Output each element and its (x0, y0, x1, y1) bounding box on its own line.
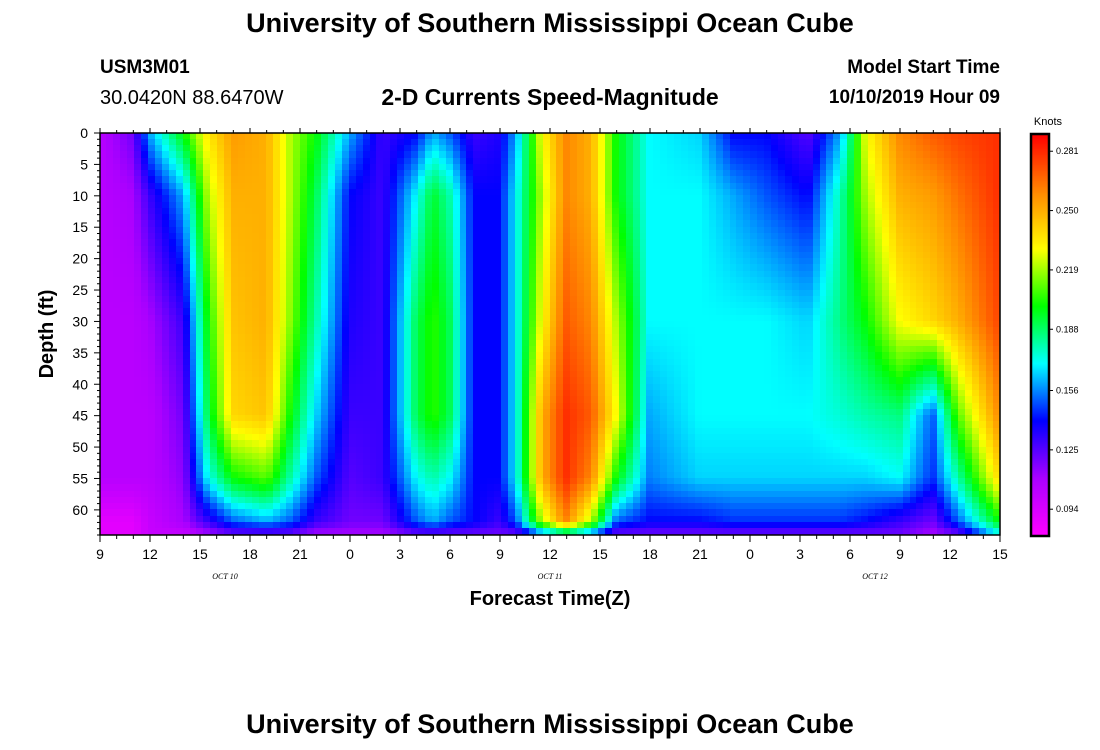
colorbar-tick-label: 0.156 (1056, 386, 1079, 396)
colorbar-frame (1029, 132, 1051, 538)
model-start-time: 10/10/2019 Hour 09 (828, 87, 1000, 108)
x-tick-label: 15 (192, 546, 208, 562)
x-tick-label: 15 (992, 546, 1008, 562)
colorbar-tick-label: 0.094 (1056, 504, 1079, 514)
x-tick-label: 12 (942, 546, 958, 562)
station-id: USM3M01 (100, 57, 190, 78)
colorbar-gradient (1031, 134, 1049, 536)
x-tick-label: 9 (496, 546, 504, 562)
page-title: University of Southern Mississippi Ocean… (246, 8, 854, 38)
date-label: OCT 12 (862, 572, 887, 581)
model-start-label: Model Start Time (847, 57, 1000, 78)
speed-heatmap (100, 133, 1000, 535)
x-tick-label: 9 (96, 546, 104, 562)
x-tick-label: 0 (346, 546, 354, 562)
colorbar-unit: Knots (1034, 116, 1063, 128)
x-tick-label: 3 (796, 546, 804, 562)
y-tick-label: 5 (80, 156, 88, 172)
y-tick-label: 25 (72, 282, 88, 298)
y-tick-label: 20 (72, 251, 88, 267)
y-tick-label: 30 (72, 313, 88, 329)
x-tick-label: 9 (896, 546, 904, 562)
y-tick-label: 50 (72, 439, 88, 455)
x-tick-label: 18 (242, 546, 258, 562)
x-tick-label: 21 (692, 546, 708, 562)
colorbar-tick-label: 0.125 (1056, 445, 1079, 455)
y-axis-label: Depth (ft) (36, 290, 58, 379)
colorbar-tick-label: 0.219 (1056, 265, 1079, 275)
y-tick-label: 35 (72, 345, 88, 361)
x-tick-label: 3 (396, 546, 404, 562)
station-location: 30.0420N 88.6470W (100, 87, 284, 109)
y-tick-label: 55 (72, 470, 88, 486)
x-tick-label: 12 (542, 546, 558, 562)
x-tick-label: 0 (746, 546, 754, 562)
y-tick-label: 60 (72, 502, 88, 518)
x-tick-label: 21 (292, 546, 308, 562)
x-tick-label: 12 (142, 546, 158, 562)
x-tick-label: 18 (642, 546, 658, 562)
x-tick-label: 6 (446, 546, 454, 562)
colorbar-tick-label: 0.250 (1056, 206, 1079, 216)
y-tick-label: 15 (72, 219, 88, 235)
y-tick-label: 10 (72, 188, 88, 204)
y-tick-label: 40 (72, 376, 88, 392)
plot-frame (99, 132, 1001, 536)
chart-subtitle: 2-D Currents Speed-Magnitude (381, 84, 719, 110)
date-label: OCT 11 (538, 572, 563, 581)
y-tick-label: 0 (80, 125, 88, 141)
x-tick-label: 6 (846, 546, 854, 562)
x-axis-label: Forecast Time(Z) (470, 588, 631, 610)
x-tick-label: 15 (592, 546, 608, 562)
colorbar-tick-label: 0.188 (1056, 324, 1079, 334)
colorbar-tick-label: 0.281 (1056, 146, 1079, 156)
date-label: OCT 10 (212, 572, 237, 581)
y-tick-label: 45 (72, 408, 88, 424)
footer-title: University of Southern Mississippi Ocean… (246, 709, 854, 739)
